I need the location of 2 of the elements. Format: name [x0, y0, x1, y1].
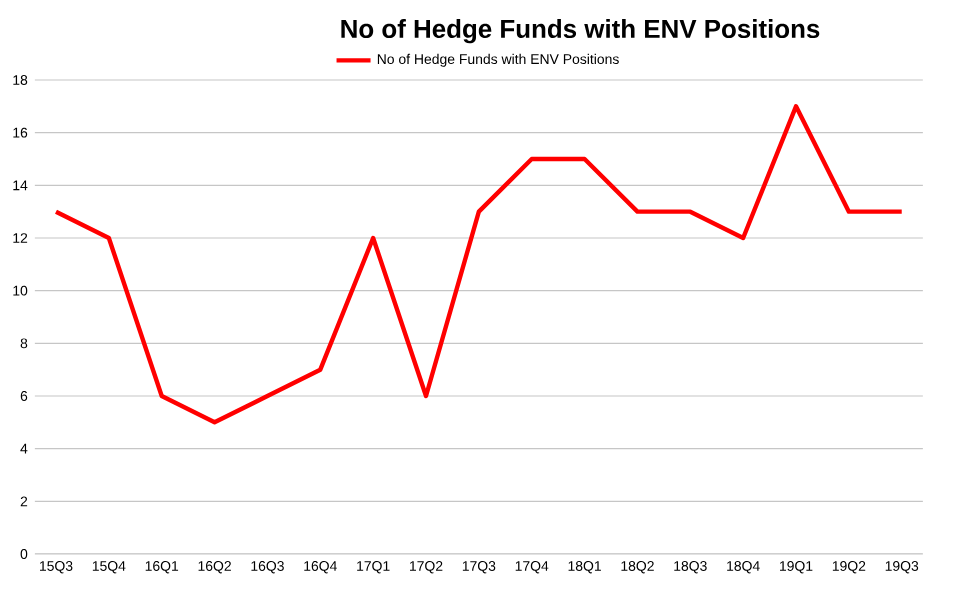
chart-title: No of Hedge Funds with ENV Positions [341, 19, 820, 44]
line-series [53, 104, 904, 425]
